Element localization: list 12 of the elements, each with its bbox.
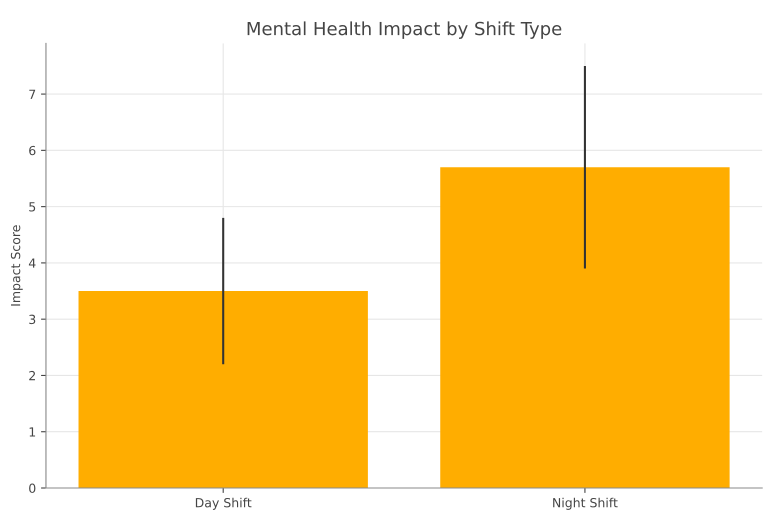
y-tick-label: 3 [29, 314, 36, 324]
y-tick-label: 5 [29, 202, 36, 212]
x-tick-label: Day Shift [196, 498, 252, 510]
y-tick-label: 1 [30, 427, 36, 436]
y-axis-title: Impact Score [10, 225, 23, 306]
y-tick-label: 2 [29, 370, 35, 380]
y-tick-label: 4 [28, 258, 36, 268]
y-tick-label: 7 [29, 90, 36, 99]
x-tick-label: Night Shift [553, 498, 618, 510]
chart-title: Mental Health Impact by Shift Type [248, 21, 562, 39]
y-tick-label: 0 [29, 483, 36, 493]
y-tick-label: 6 [29, 146, 36, 156]
